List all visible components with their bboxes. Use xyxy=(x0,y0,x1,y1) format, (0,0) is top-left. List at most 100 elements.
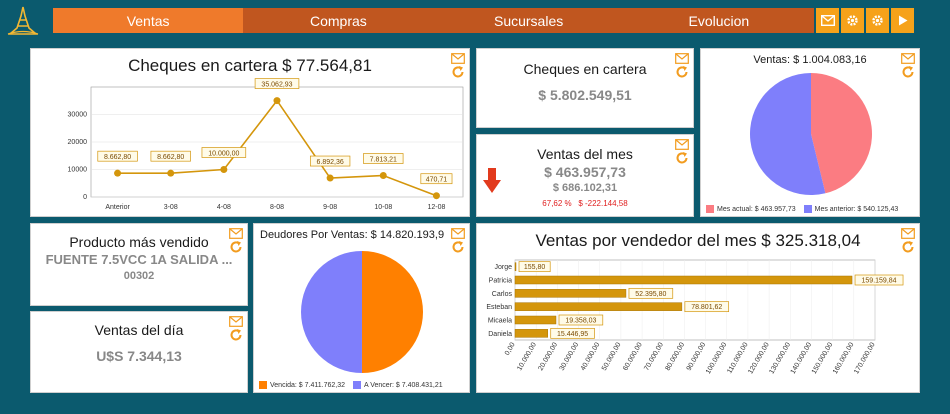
main-nav: Ventas Compras Sucursales Evolucion xyxy=(53,8,814,33)
ventas-pie-panel: Ventas: $ 1.004.083,16 Mes actual: $ 463… xyxy=(700,48,920,217)
panel-actions xyxy=(675,53,689,79)
legend-swatch xyxy=(706,205,714,213)
panel-title: Ventas: $ 1.004.083,16 xyxy=(753,54,867,66)
mail-icon[interactable] xyxy=(901,228,915,239)
x-tick-label: 8-08 xyxy=(270,204,284,211)
panel-actions xyxy=(901,53,915,79)
refresh-icon[interactable] xyxy=(675,65,689,79)
legend-item: Mes anterior: $ 540.125,43 xyxy=(803,205,898,213)
play-icon xyxy=(898,15,907,26)
bar xyxy=(514,275,853,285)
data-point xyxy=(220,166,228,173)
settings-button-2[interactable] xyxy=(866,8,889,33)
refresh-icon[interactable] xyxy=(229,328,243,342)
panel-title: Cheques en cartera xyxy=(523,61,647,77)
play-button[interactable] xyxy=(891,8,914,33)
ventas-mes-previous: $ 686.102,31 xyxy=(552,182,618,194)
data-label: 8.662,80 xyxy=(104,154,131,161)
refresh-icon[interactable] xyxy=(451,240,465,254)
legend-label: Vencida: $ 7.411.762,32 xyxy=(270,381,345,389)
legend-label: A Vencer: $ 7.408.431,21 xyxy=(364,381,443,389)
settings-button[interactable] xyxy=(841,8,864,33)
mail-icon[interactable] xyxy=(675,139,689,150)
data-label: 7.813,21 xyxy=(370,157,397,164)
x-tick-label: 150.000,00 xyxy=(811,341,835,375)
data-point xyxy=(114,169,122,177)
refresh-icon[interactable] xyxy=(451,65,465,79)
deudores-pie-chart xyxy=(301,251,424,373)
mail-button[interactable] xyxy=(816,8,839,33)
data-label-box xyxy=(254,78,300,89)
panel-title: Ventas del mes xyxy=(537,146,633,162)
panel-title: Cheques en cartera $ 77.564,81 xyxy=(128,56,372,75)
tab-sucursales[interactable]: Sucursales xyxy=(493,12,564,29)
panel-actions xyxy=(451,53,465,79)
tab-compras[interactable]: Compras xyxy=(309,12,367,29)
bar xyxy=(514,329,548,338)
refresh-icon[interactable] xyxy=(675,151,689,165)
data-label-box xyxy=(309,155,351,167)
producto-panel: Producto más vendido FUENTE 7.5VCC 1A SA… xyxy=(30,223,248,306)
data-label-box xyxy=(684,301,730,313)
panel-actions xyxy=(451,228,465,254)
cheques-line-chart: 0 10000 20000 30000 Anterior 3-08 4-08 8-08 9-08… xyxy=(68,78,464,211)
mail-icon[interactable] xyxy=(451,53,465,64)
y-tick-label: 10000 xyxy=(68,167,88,174)
refresh-icon[interactable] xyxy=(229,240,243,254)
data-point xyxy=(432,192,440,200)
deudores-pie-legend: Vencida: $ 7.411.762,32 A Vencer: $ 7.40… xyxy=(259,381,464,389)
panel-actions xyxy=(901,228,915,254)
x-tick-label: 70.000,00 xyxy=(643,341,665,372)
data-label-box xyxy=(97,150,138,162)
data-label: 6.892,36 xyxy=(317,159,344,166)
vendedor-panel: Ventas por vendedor del mes $ 325.318,04… xyxy=(476,223,920,393)
x-tick-label: 3-08 xyxy=(164,204,178,211)
bar xyxy=(514,289,627,298)
y-tick-label: Jorge xyxy=(494,264,512,271)
data-label-box xyxy=(518,261,551,273)
legend-item: Vencida: $ 7.411.762,32 xyxy=(259,381,345,389)
pie-slice xyxy=(749,73,826,196)
mail-icon[interactable] xyxy=(229,316,243,327)
x-tick-label: 0,00 xyxy=(504,341,517,356)
data-label-box xyxy=(628,287,674,299)
x-tick-label: 140.000,00 xyxy=(790,341,814,375)
y-tick-label: 0 xyxy=(83,194,87,201)
x-tick-label: 30.000,00 xyxy=(559,341,581,372)
legend-label: Mes actual: $ 463.957,73 xyxy=(717,205,796,213)
cheques-total-panel: Cheques en cartera $ 5.802.549,51 xyxy=(476,48,694,128)
y-tick-label: Carlos xyxy=(492,291,513,298)
gear-icon xyxy=(847,15,858,26)
x-tick-label: 130.000,00 xyxy=(768,341,792,375)
x-tick-label: 10-08 xyxy=(374,204,392,211)
data-point xyxy=(326,174,334,182)
tower-logo-icon xyxy=(7,6,39,35)
x-tick-label: 90.000,00 xyxy=(686,341,708,372)
x-tick-label: 10.000,00 xyxy=(516,341,538,372)
data-label-box xyxy=(854,274,904,286)
ventas-mes-value: $ 463.957,73 xyxy=(544,164,626,180)
y-tick-label: Micaela xyxy=(488,318,512,325)
refresh-icon[interactable] xyxy=(901,240,915,254)
bar xyxy=(514,315,557,325)
mail-icon[interactable] xyxy=(901,53,915,64)
producto-code: 00302 xyxy=(123,270,155,282)
x-tick-label: 110.000,00 xyxy=(726,341,749,374)
refresh-icon[interactable] xyxy=(901,65,915,79)
x-tick-label: 100.000,00 xyxy=(705,341,729,375)
panel-actions xyxy=(229,228,243,254)
mail-icon[interactable] xyxy=(451,228,465,239)
x-tick-label: Anterior xyxy=(105,204,130,211)
cheques-total-value: $ 5.802.549,51 xyxy=(538,87,632,103)
nav-actions xyxy=(816,8,914,33)
tab-ventas[interactable]: Ventas xyxy=(53,8,244,33)
data-label: 155,80 xyxy=(524,264,546,271)
x-tick-label: 20.000,00 xyxy=(537,341,559,372)
x-tick-label: 40.000,00 xyxy=(580,341,602,372)
data-label: 159.159,84 xyxy=(862,278,897,285)
bar xyxy=(514,262,517,271)
tab-evolucion[interactable]: Evolucion xyxy=(688,12,750,29)
mail-icon[interactable] xyxy=(229,228,243,239)
producto-name: FUENTE 7.5VCC 1A SALIDA ... xyxy=(45,252,233,267)
mail-icon[interactable] xyxy=(675,53,689,64)
